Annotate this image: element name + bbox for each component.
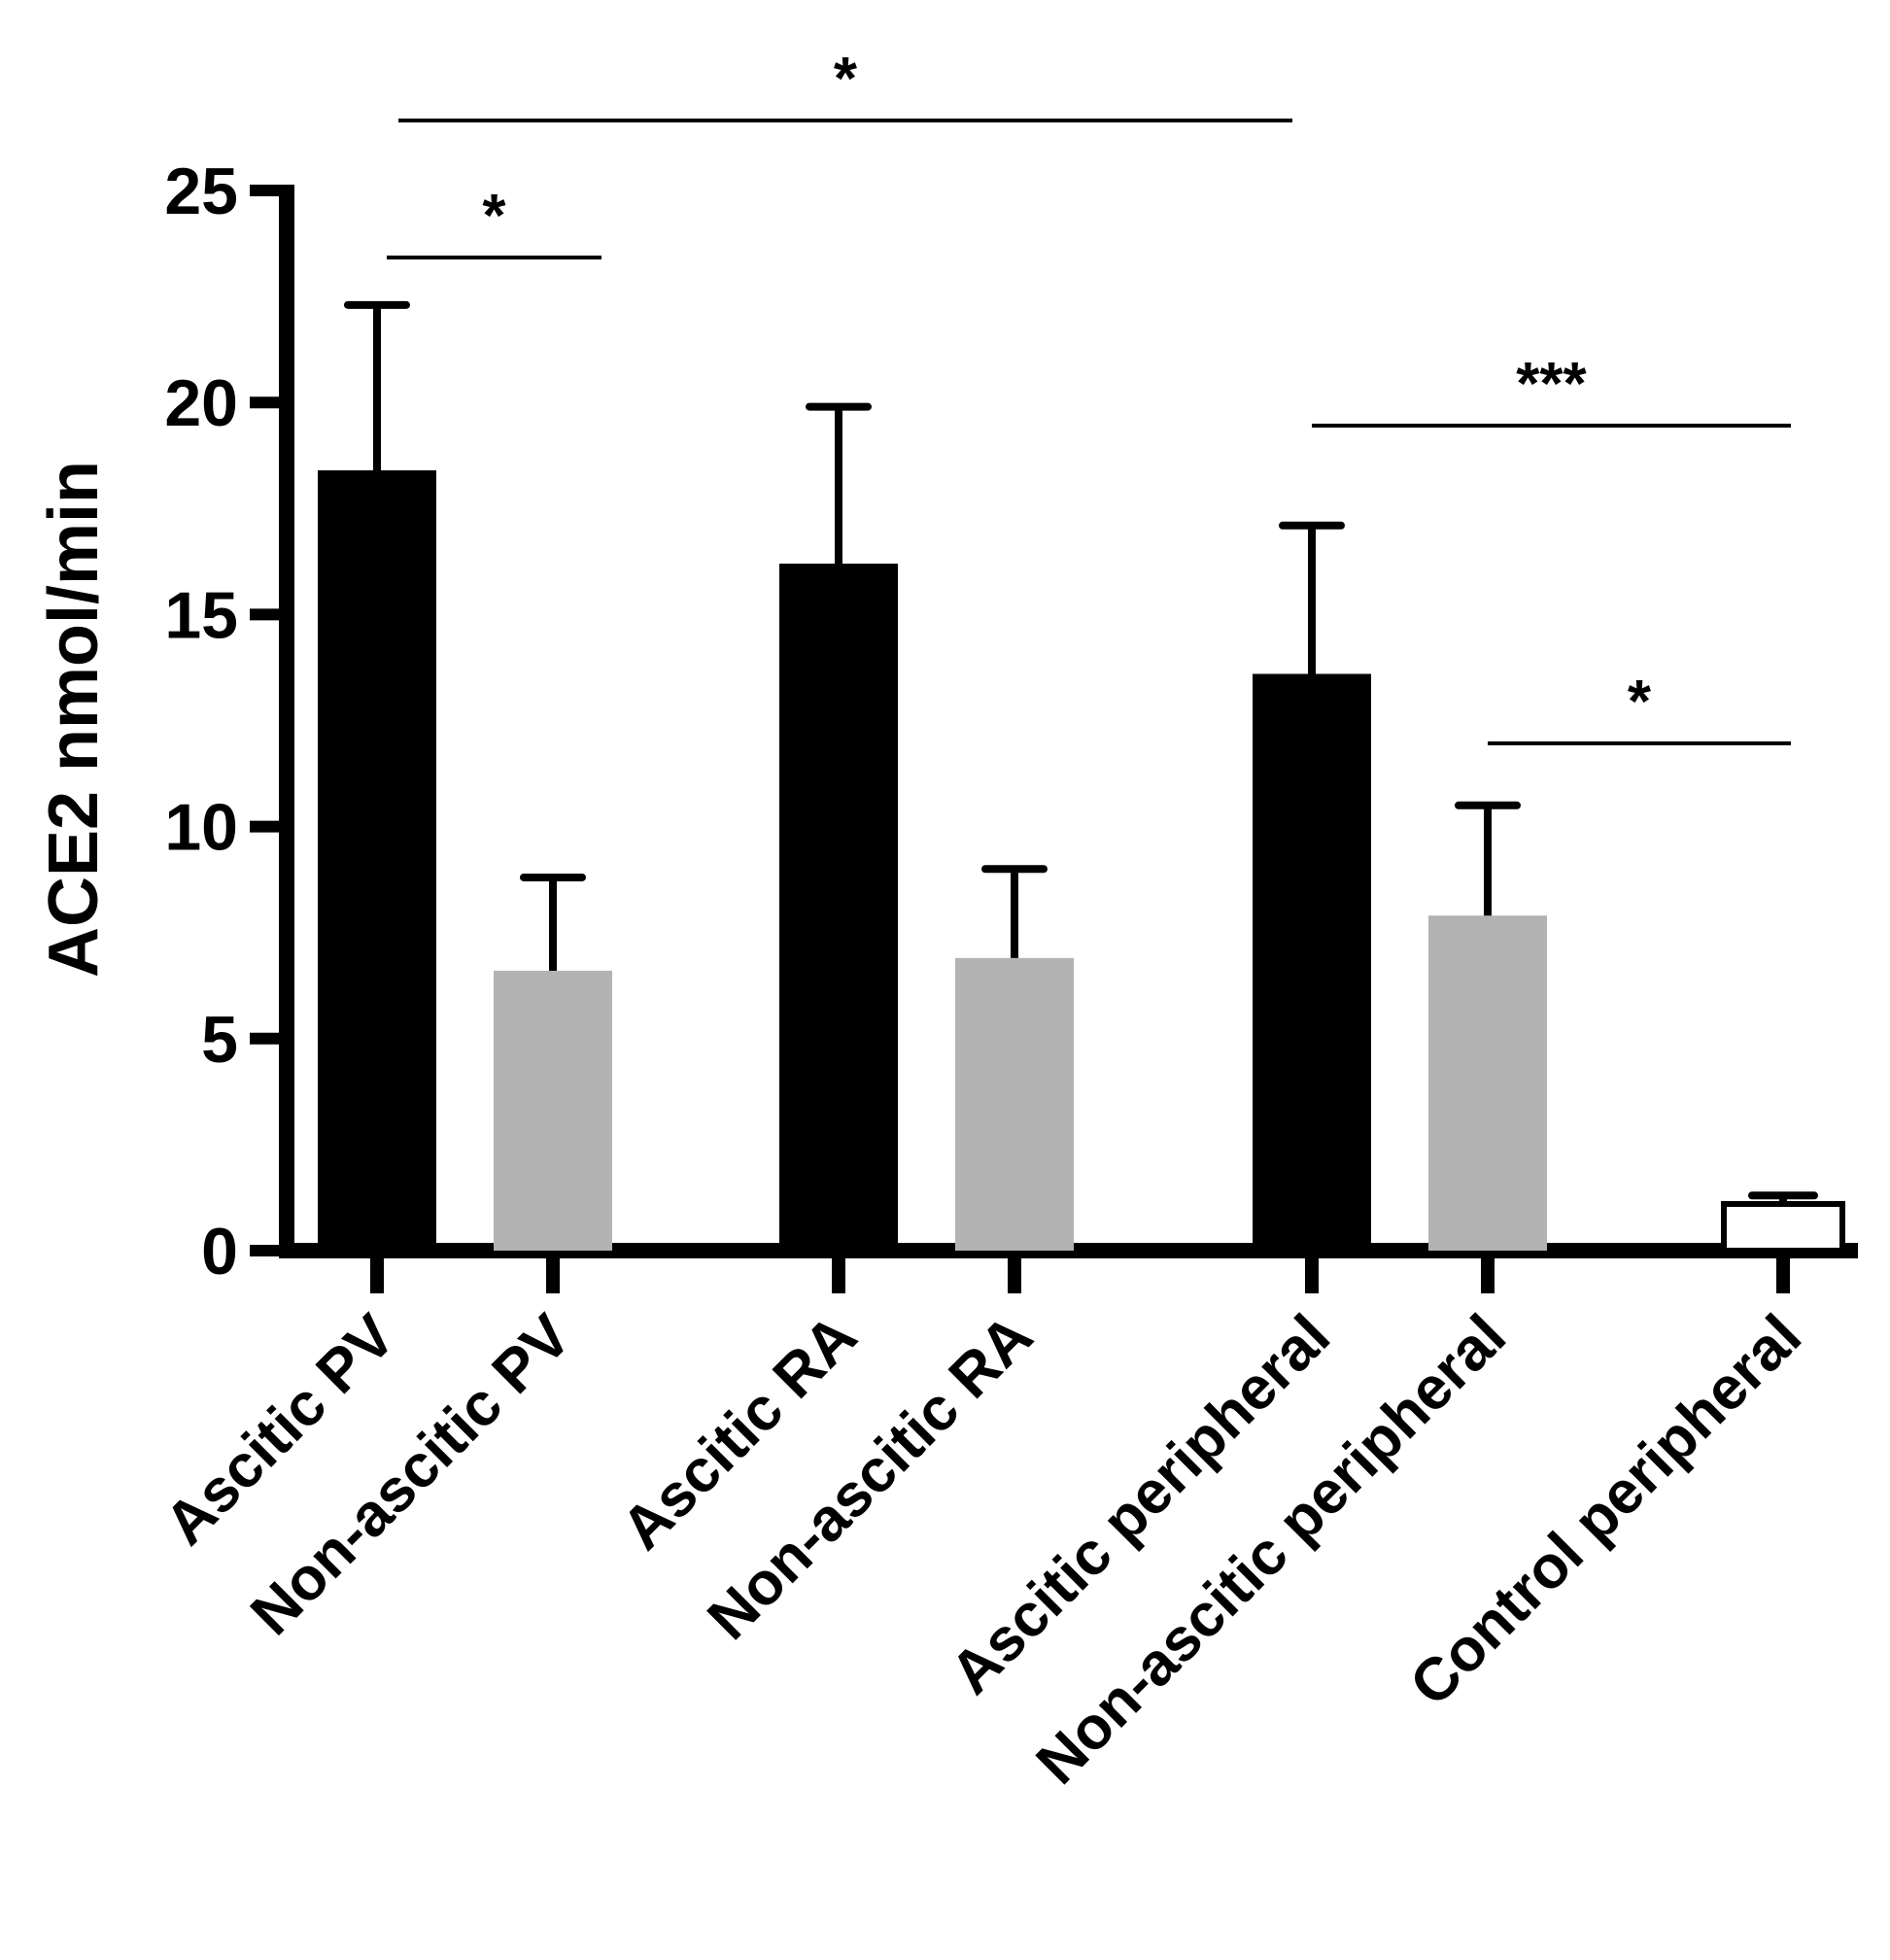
error-bar-3 (981, 865, 1048, 958)
bar-0 (318, 470, 436, 1251)
y-tick-label-25: 25 (164, 155, 238, 228)
x-tick-label-1: Non-ascitic PV (238, 1302, 584, 1648)
significance-label: * (1628, 669, 1652, 736)
y-tick-label-5: 5 (201, 1003, 238, 1077)
y-tick-label-15: 15 (164, 578, 238, 652)
error-bar-0 (344, 300, 410, 471)
significance-label: * (482, 183, 506, 250)
bar-6 (1721, 1200, 1845, 1254)
error-bars (344, 300, 1818, 1204)
bar-3 (955, 957, 1074, 1251)
y-tick-label-20: 20 (164, 366, 238, 440)
error-bar-5 (1455, 801, 1521, 916)
bar-1 (494, 970, 612, 1251)
bars (318, 470, 1845, 1254)
bar-5 (1428, 915, 1547, 1251)
y-axis-label: ACE2 nmol/min (35, 461, 113, 978)
y-tick-label-10: 10 (164, 791, 238, 865)
x-tick-label-3: Non-ascitic RA (695, 1302, 1046, 1653)
error-bar-2 (806, 402, 872, 565)
significance-label: *** (1516, 351, 1587, 418)
significance-bracket-3: * (1488, 669, 1791, 745)
bar-4 (1253, 673, 1371, 1251)
significance-brackets: ****** (387, 46, 1791, 745)
significance-bracket-1: * (398, 46, 1292, 122)
y-tick-label-0: 0 (201, 1215, 238, 1289)
error-bar-4 (1279, 521, 1345, 674)
error-bar-6 (1748, 1191, 1818, 1204)
bar-2 (779, 564, 898, 1251)
significance-bracket-0: * (387, 183, 601, 259)
error-bar-1 (520, 873, 586, 971)
significance-label: * (834, 46, 858, 113)
significance-bracket-2: *** (1312, 351, 1791, 428)
